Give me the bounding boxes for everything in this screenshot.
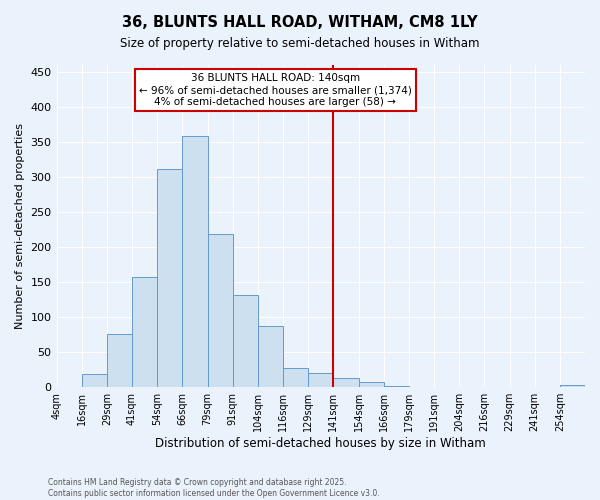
Text: Contains HM Land Registry data © Crown copyright and database right 2025.
Contai: Contains HM Land Registry data © Crown c… [48,478,380,498]
Bar [233,296,258,387]
Bar [107,334,132,387]
Text: Size of property relative to semi-detached houses in Witham: Size of property relative to semi-detach… [120,38,480,51]
Bar [359,382,383,387]
Bar [334,378,359,387]
Text: 36, BLUNTS HALL ROAD, WITHAM, CM8 1LY: 36, BLUNTS HALL ROAD, WITHAM, CM8 1LY [122,15,478,30]
Bar [132,277,157,387]
Bar [283,368,308,387]
Bar [157,170,182,387]
Y-axis label: Number of semi-detached properties: Number of semi-detached properties [15,123,25,329]
Bar [182,136,208,387]
Bar [208,234,233,387]
Bar [383,386,409,387]
X-axis label: Distribution of semi-detached houses by size in Witham: Distribution of semi-detached houses by … [155,437,486,450]
Text: 36 BLUNTS HALL ROAD: 140sqm
← 96% of semi-detached houses are smaller (1,374)
4%: 36 BLUNTS HALL ROAD: 140sqm ← 96% of sem… [139,74,412,106]
Bar [560,385,585,387]
Bar [308,373,334,387]
Bar [258,326,283,387]
Bar [82,374,107,387]
